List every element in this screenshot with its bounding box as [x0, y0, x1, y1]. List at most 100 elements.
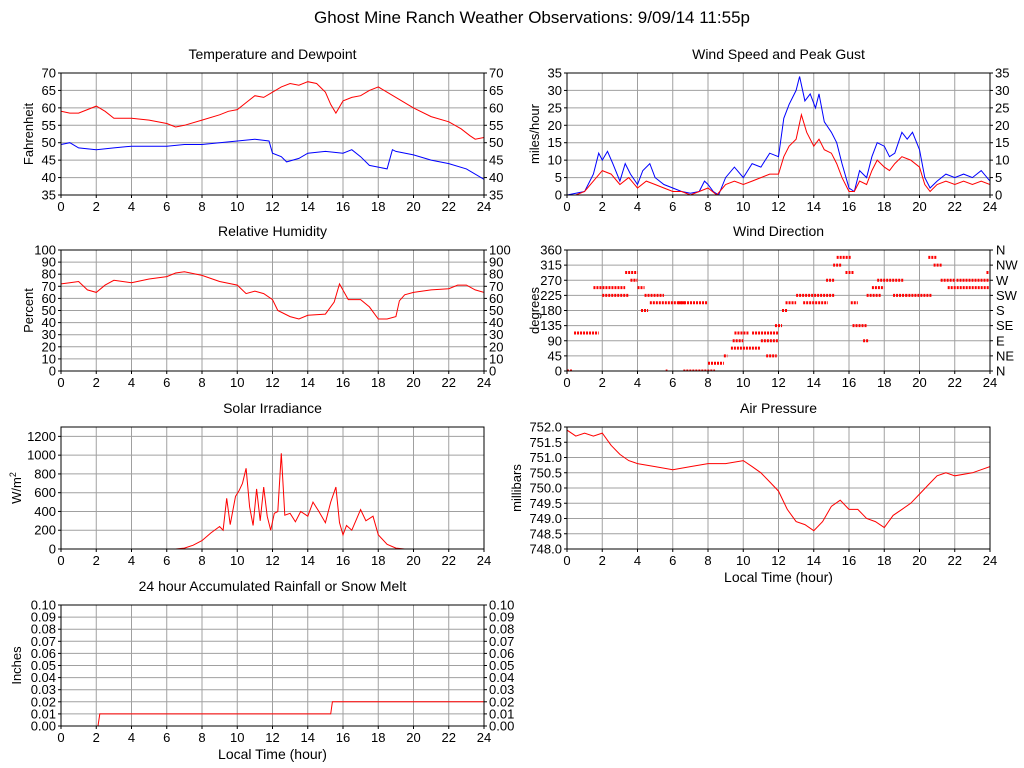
y-tick-label: 748.5 — [529, 526, 562, 541]
x-tick-label: 2 — [599, 199, 606, 214]
series-line-1 — [61, 138, 484, 180]
y-tick-label: 40 — [42, 315, 56, 330]
chart-title: Wind Speed and Peak Gust — [692, 46, 865, 62]
y-tick-label: 751.5 — [529, 435, 562, 450]
x-tick-label: 10 — [230, 375, 244, 390]
plot-area — [61, 271, 484, 320]
plot-area — [61, 81, 484, 180]
x-tick-label: 14 — [301, 730, 315, 745]
x-tick-label: 2 — [93, 730, 100, 745]
x-tick-label: 4 — [634, 553, 641, 568]
y-tick-label: 25 — [548, 100, 562, 115]
x-tick-label: 14 — [301, 199, 315, 214]
x-tick-label: 24 — [477, 199, 491, 214]
compass-label: NW — [996, 258, 1018, 273]
y-tick-label-right: 90 — [489, 255, 503, 270]
x-tick-label: 6 — [163, 553, 170, 568]
x-tick-label: 10 — [736, 553, 750, 568]
y-tick-label: 45 — [42, 153, 56, 168]
x-tick-label: 12 — [265, 553, 279, 568]
x-tick-label: 14 — [301, 553, 315, 568]
y-tick-label-right: 0.10 — [489, 598, 514, 613]
x-tick-label: 8 — [704, 199, 711, 214]
x-tick-label: 12 — [265, 730, 279, 745]
x-tick-label: 12 — [771, 199, 785, 214]
y-tick-label: 750.5 — [529, 465, 562, 480]
y-tick-label-right: 55 — [489, 118, 503, 133]
x-tick-label: 18 — [877, 553, 891, 568]
y-tick-label: 225 — [540, 288, 562, 303]
y-tick-label: 800 — [34, 466, 56, 481]
x-tick-label: 12 — [771, 375, 785, 390]
y-tick-label: 0 — [555, 364, 562, 379]
y-tick-label: 0.00 — [31, 719, 56, 734]
x-tick-label: 18 — [371, 730, 385, 745]
plot-frame — [60, 72, 485, 196]
plot-area — [567, 429, 990, 532]
y-tick-label: 0.04 — [31, 670, 56, 685]
x-tick-label: 16 — [336, 730, 350, 745]
y-tick-label-right: 0.01 — [489, 706, 514, 721]
y-tick-label: 20 — [548, 118, 562, 133]
y-tick-label: 60 — [42, 291, 56, 306]
x-tick-label: 8 — [704, 553, 711, 568]
chart-title: Solar Irradiance — [223, 400, 322, 416]
y-tick-label-right: 50 — [489, 135, 503, 150]
x-tick-label: 18 — [371, 553, 385, 568]
y-tick-label: 50 — [42, 303, 56, 318]
x-tick-label: 20 — [406, 553, 420, 568]
x-tick-label: 18 — [371, 199, 385, 214]
y-tick-label: 50 — [42, 135, 56, 150]
x-tick-label: 0 — [563, 553, 570, 568]
compass-label: W — [996, 273, 1009, 288]
x-tick-label: 6 — [669, 553, 676, 568]
y-tick-label-right: 80 — [489, 267, 503, 282]
y-tick-label-right: 60 — [489, 291, 503, 306]
plot-frame — [566, 249, 991, 372]
x-tick-label: 4 — [128, 553, 135, 568]
y-tick-label: 748.0 — [529, 542, 562, 557]
x-tick-label: 2 — [93, 199, 100, 214]
y-tick-label-right: 35 — [489, 188, 503, 203]
compass-label: NE — [996, 348, 1014, 363]
x-tick-label: 14 — [807, 199, 821, 214]
series-line-0 — [567, 429, 990, 532]
y-tick-label: 0.08 — [31, 622, 56, 637]
chart-rain: 24 hour Accumulated Rainfall or Snow Mel… — [9, 578, 514, 762]
x-tick-label: 0 — [57, 199, 64, 214]
x-tick-label: 24 — [477, 730, 491, 745]
x-tick-label: 22 — [442, 553, 456, 568]
x-tick-label: 10 — [230, 553, 244, 568]
y-tick-label-right: 50 — [489, 303, 503, 318]
y-tick-label-right: 0.07 — [489, 634, 514, 649]
plot-frame — [60, 604, 485, 727]
series-line-1 — [567, 112, 990, 195]
x-tick-label: 10 — [230, 199, 244, 214]
x-axis-label: Local Time (hour) — [724, 569, 833, 585]
plot-area — [567, 76, 990, 195]
series-line-0 — [61, 453, 484, 549]
y-tick-label: 135 — [540, 318, 562, 333]
y-tick-label-right: 40 — [489, 315, 503, 330]
compass-label: SW — [996, 288, 1018, 303]
compass-label: E — [996, 333, 1005, 348]
y-tick-label: 70 — [42, 66, 56, 81]
x-tick-label: 8 — [198, 199, 205, 214]
y-tick-label: 100 — [34, 243, 56, 258]
y-tick-label-right: 30 — [489, 327, 503, 342]
series-line-0 — [61, 271, 484, 320]
y-tick-label: 749.5 — [529, 496, 562, 511]
x-tick-label: 22 — [948, 553, 962, 568]
y-tick-label: 0.05 — [31, 658, 56, 673]
x-tick-label: 6 — [163, 730, 170, 745]
x-tick-label: 20 — [912, 553, 926, 568]
y-tick-label: 0.10 — [31, 598, 56, 613]
y-tick-label: 0.07 — [31, 634, 56, 649]
plot-area — [61, 701, 484, 726]
y-tick-label-right: 10 — [995, 153, 1009, 168]
y-tick-label: 35 — [548, 66, 562, 81]
x-tick-label: 18 — [877, 375, 891, 390]
x-tick-label: 18 — [371, 375, 385, 390]
